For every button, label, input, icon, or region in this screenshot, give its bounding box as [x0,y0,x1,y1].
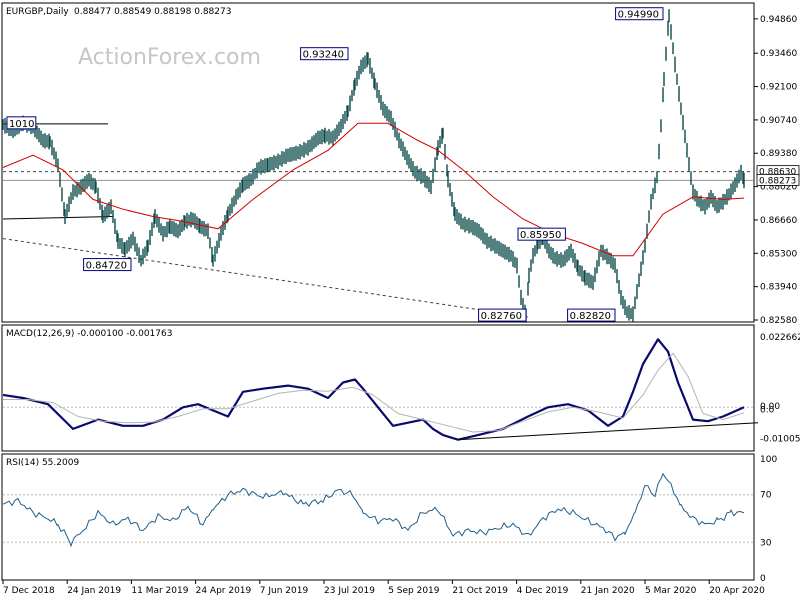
chart-header-ohlc: 0.88477 0.88549 0.88198 0.88273 [74,7,231,17]
macd-panel-title: MACD(12,26,9) -0.000100 -0.001763 [6,329,172,339]
x-tick-label: 4 Dec 2019 [517,586,569,596]
label-high-93240: 0.93240 [303,50,344,61]
axis-layer: 0.94860 0.93460 0.92100 0.90740 0.89380 0.880… [2,15,800,596]
price-layer: 1010 0.93240 0.84720 0.82760 0.85950 0.82820 0… [2,7,753,323]
rsi-panel-frame [1,453,755,581]
label-1010: 1010 [9,119,34,130]
macd-y-tick-label: -0.010052 [760,434,800,444]
x-tick-label: 24 Apr 2019 [196,586,252,596]
price-y-tick-label: 0.89380 [760,149,797,159]
x-tick-label: 5 Sep 2019 [388,586,440,596]
rsi-y-tick-label: 0 [760,574,766,584]
price-y-tick-label: 0.94860 [760,15,797,25]
label-low-82760-box [478,308,527,322]
label-low-84720-box [83,258,132,272]
rsi-layer [2,472,753,548]
price-y-tick-label: 0.86660 [760,216,797,226]
macd-y-tick-label: 0.022662 [760,333,800,343]
x-tick-label: 7 Dec 2018 [3,586,55,596]
axis-label-resistance: 0.88630 [759,168,796,178]
chart-header-symbol: EURGBP,Daily [6,7,69,17]
price-y-tick-label: 0.92100 [760,83,797,93]
descending-trendline [2,238,529,318]
reference-line-low [2,216,114,220]
label-1010-box [6,116,37,130]
price-y-tick-label: 0.85300 [760,249,797,259]
x-tick-label: 20 Apr 2020 [709,586,765,596]
label-low-82820-box [567,308,616,322]
label-level-85950: 0.85950 [520,230,561,241]
price-y-tick-label: 0.93460 [760,49,797,59]
label-low-84720: 0.84720 [86,261,127,272]
rsi-y-tick-label: 30 [760,538,772,548]
label-low-82820: 0.82820 [570,311,611,322]
rsi-line [2,472,744,548]
axis-label-current: 0.88273 [759,176,796,186]
macd-panel-frame [1,324,755,452]
x-tick-label: 21 Oct 2019 [452,586,508,596]
macd-layer [2,338,759,441]
macd-signal-line [3,352,745,433]
label-high-93240-box [300,47,349,61]
price-y-tick-label: 0.83940 [760,283,797,293]
price-y-tick-label: 0.82580 [760,316,797,326]
x-tick-label: 24 Jan 2019 [67,586,121,596]
watermark-text: ActionForex.com [78,45,261,70]
macd-line [2,338,745,441]
x-tick-label: 7 Jun 2019 [260,586,309,596]
label-level-85950-box [517,227,566,241]
x-tick-label: 23 Jul 2019 [324,586,375,596]
x-tick-label: 5 Mar 2020 [645,586,697,596]
rsi-panel-title: RSI(14) 55.2009 [6,458,79,468]
label-high-94990: 0.94990 [618,10,659,21]
macd-trendline [457,422,759,441]
price-y-tick-label: 0.90740 [760,116,797,126]
macd-y-tick-label: 0.00 [760,402,780,412]
price-y-tick-label: 0.88020 [760,183,797,193]
x-tick-label: 11 Mar 2019 [131,586,188,596]
moving-average-line [2,122,745,257]
rsi-y-tick-label: 70 [760,491,772,501]
x-tick-label: 21 Jan 2020 [581,586,635,596]
label-low-82760: 0.82760 [481,311,522,322]
label-high-94990-box [615,7,664,21]
rsi-y-tick-label: 100 [760,455,777,465]
macd-y-tick-label: 0.0 [760,406,775,416]
axis-label-current-box [756,173,800,186]
